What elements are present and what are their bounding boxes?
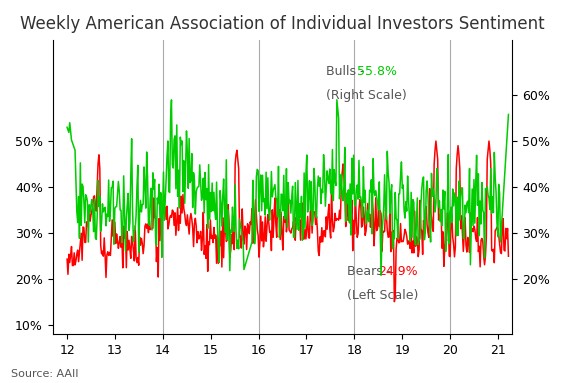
Text: (Left Scale): (Left Scale) xyxy=(347,288,418,301)
Text: 24.9%: 24.9% xyxy=(378,265,418,278)
Text: Source: AAII: Source: AAII xyxy=(11,369,79,379)
Text: (Right Scale): (Right Scale) xyxy=(326,89,407,102)
Title: Weekly American Association of Individual Investors Sentiment: Weekly American Association of Individua… xyxy=(20,15,545,33)
Text: Bears -: Bears - xyxy=(347,265,395,278)
Text: 55.8%: 55.8% xyxy=(357,65,397,79)
Text: Bulls -: Bulls - xyxy=(326,65,368,79)
